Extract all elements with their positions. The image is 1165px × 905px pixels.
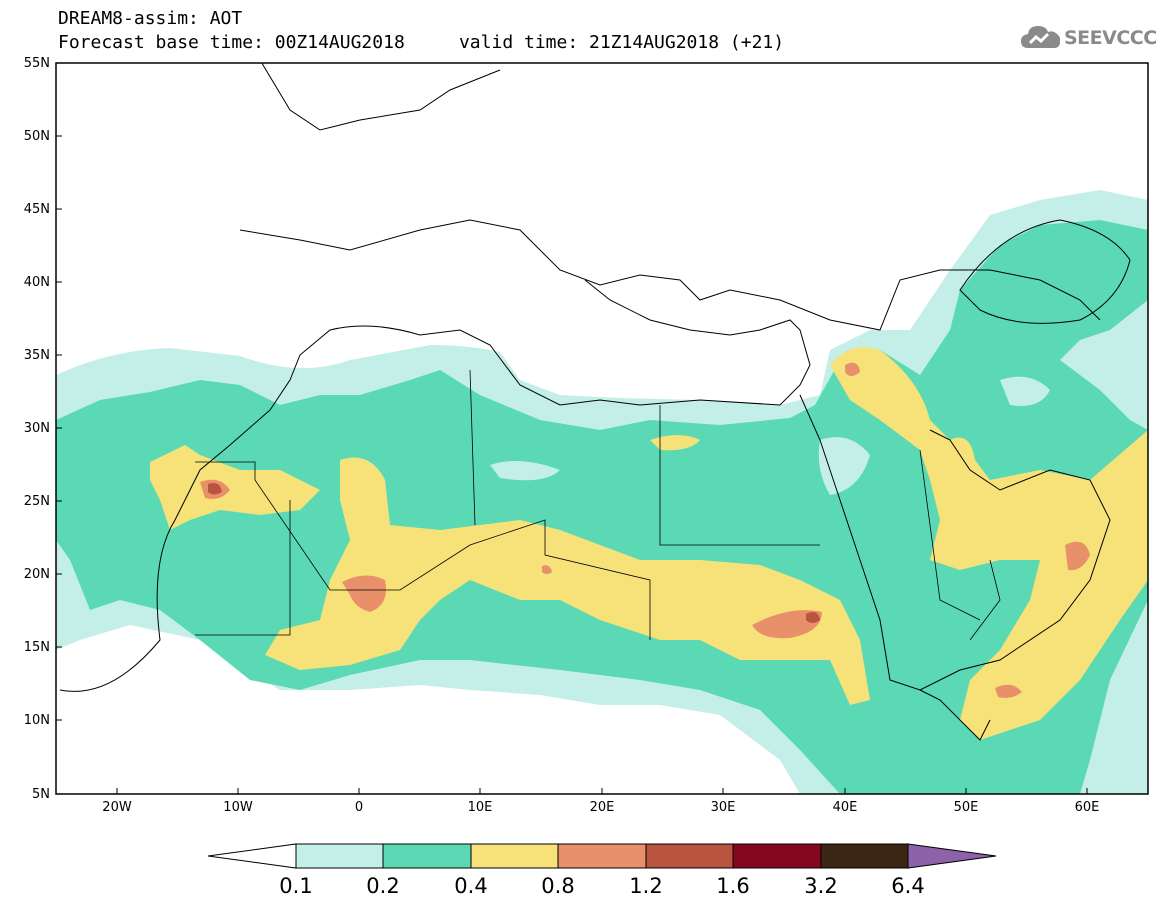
lat-tick-label: 5N [32,787,50,802]
aot-band-0.1-hole [818,437,870,495]
lon-tick-label: 10W [223,800,253,815]
aot-band-0.1-hole [490,461,560,481]
colorbar-low-arrow [207,843,297,869]
coastlines [59,63,1131,741]
colorbar-bin [295,843,384,869]
lon-tick-label: 60E [1075,800,1100,815]
colorbar-bin [820,843,909,869]
lon-tick-label: 20W [102,800,132,815]
lat-tick-label: 10N [24,713,50,728]
aot-band-0.8 [1065,541,1090,571]
colorbar-bin [382,843,472,869]
colorbar-label: 1.6 [716,874,749,898]
colorbar-labels: 0.1 0.2 0.4 0.8 1.2 1.6 3.2 6.4 [279,874,924,898]
colorbar-label: 6.4 [891,874,924,898]
country-borders [195,369,1001,641]
lat-tick-label: 50N [24,129,50,144]
logo-text: SEEVCCC [1064,27,1157,49]
seevccc-logo: SEEVCCC [1020,22,1157,56]
aot-band-1.2 [806,612,820,623]
colorbar-label: 0.1 [279,874,312,898]
aot-band-0.8 [342,575,386,612]
lon-tick-label: 0 [355,800,363,815]
colorbar-bin [732,843,822,869]
aot-band-0.4 [150,445,320,530]
lat-tick-label: 25N [24,494,50,509]
colorbar-label: 0.4 [454,874,487,898]
lon-tick-label: 10E [468,800,493,815]
lon-tick-label: 20E [590,800,615,815]
lon-axis: 20W 10W 0 10E 20E 30E 40E 50E 60E [102,788,1099,815]
lat-tick-label: 45N [24,202,50,217]
colorbar-bin [645,843,734,869]
lon-tick-label: 30E [711,800,736,815]
colorbar-label: 0.8 [541,874,574,898]
aot-band-0.4 [265,457,870,705]
colorbar [207,843,997,869]
colorbar-bin [557,843,647,869]
aot-band-0.8 [995,684,1022,698]
colorbar-label: 3.2 [804,874,837,898]
aot-band-1.2 [208,483,222,495]
aot-contours [56,190,1148,794]
title-line-1: DREAM8-assim: AOT [58,8,243,29]
lat-tick-label: 30N [24,421,50,436]
colorbar-bin [470,843,559,869]
aot-band-0.4 [650,435,700,451]
aot-band-0.8 [845,362,860,376]
lat-tick-label: 20N [24,567,50,582]
aot-band-0.4 [830,347,1148,740]
lat-tick-label: 15N [24,640,50,655]
lat-tick-label: 55N [24,56,50,71]
lon-tick-label: 50E [954,800,979,815]
lat-tick-label: 35N [24,348,50,363]
lat-axis: 5N 10N 15N 20N 25N 30N 35N 40N 45N 50N 5… [24,56,62,802]
colorbar-label: 0.2 [366,874,399,898]
cloud-icon [1021,26,1061,48]
lon-tick-label: 40E [833,800,858,815]
aot-band-0.8 [752,610,822,639]
colorbar-label: 1.2 [629,874,662,898]
title-line-2: Forecast base time: 00Z14AUG2018 valid t… [58,32,785,53]
colorbar-high-arrow [907,843,997,869]
aot-band-0.8 [542,565,552,574]
aot-band-0.1-hole [1000,376,1050,406]
lat-tick-label: 40N [24,275,50,290]
